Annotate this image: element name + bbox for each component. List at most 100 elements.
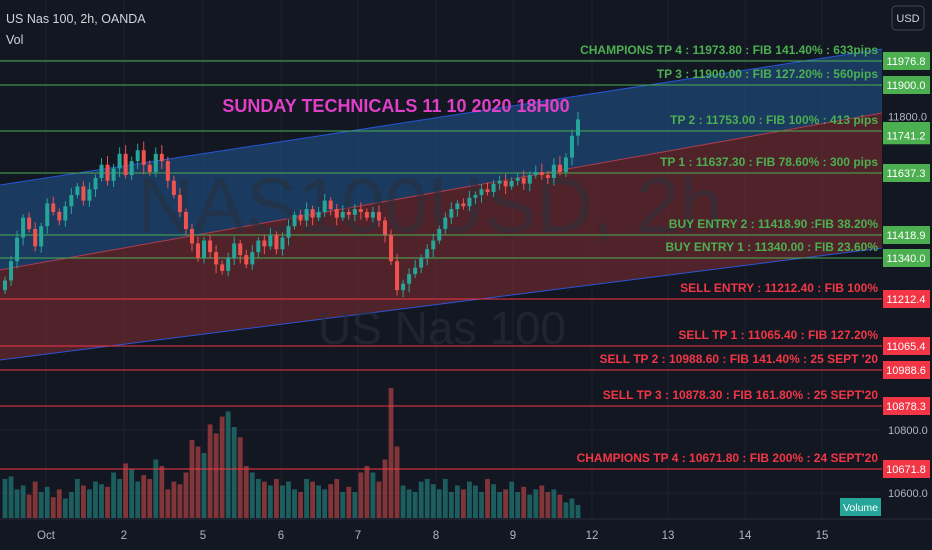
candle-body bbox=[389, 234, 394, 262]
volume-bar bbox=[219, 416, 225, 518]
x-tick-label: 12 bbox=[586, 530, 599, 542]
candle-body bbox=[413, 267, 418, 275]
candle-body bbox=[232, 243, 237, 258]
candle-body bbox=[334, 209, 339, 218]
volume-bar bbox=[189, 440, 195, 518]
candle-body bbox=[111, 168, 116, 181]
volume-bar bbox=[448, 492, 454, 518]
currency-button[interactable]: USD bbox=[891, 5, 925, 31]
candle-body bbox=[376, 211, 381, 221]
level-label: SELL TP 3 : 10878.30 : FIB 161.80% : 25 … bbox=[603, 388, 879, 402]
volume-bar bbox=[123, 463, 129, 518]
volume-bar bbox=[8, 476, 14, 518]
candle-body bbox=[105, 164, 110, 181]
x-tick-label: 8 bbox=[433, 530, 439, 542]
candle-body bbox=[27, 217, 32, 230]
chart-title: US Nas 100, 2h, OANDA bbox=[6, 12, 146, 26]
price-tag bbox=[883, 460, 930, 478]
candle-body bbox=[208, 240, 213, 253]
volume-bar bbox=[183, 472, 189, 518]
candle-body bbox=[123, 153, 128, 176]
channel-top-line bbox=[0, 48, 883, 186]
level-label: SELL TP 1 : 11065.40 : FIB 127.20% bbox=[678, 328, 878, 342]
volume-bar bbox=[563, 502, 569, 518]
volume-bar bbox=[382, 459, 388, 518]
time-axis[interactable]: Oct 2 5 6 7 8 9 12 13 14 15 bbox=[0, 518, 932, 550]
volume-bar bbox=[515, 492, 521, 518]
candle-body bbox=[63, 206, 68, 221]
volume-bar bbox=[129, 468, 135, 518]
volume-bar bbox=[539, 485, 545, 518]
volume-bar bbox=[304, 479, 309, 518]
level-label: CHAMPIONS TP 4 : 10671.80 : FIB 200% : 2… bbox=[577, 451, 879, 465]
price-tag-text: 11637.3 bbox=[887, 168, 926, 180]
candle-body bbox=[485, 189, 490, 193]
price-tag bbox=[883, 76, 930, 94]
price-tag-text: 11418.9 bbox=[887, 230, 926, 242]
price-axis[interactable]: 11976.811900.011753.011637.311418.911340… bbox=[882, 0, 932, 550]
volume-bar bbox=[68, 492, 74, 518]
volume-bar bbox=[81, 485, 86, 518]
volume-badge-label: Volume bbox=[843, 502, 878, 514]
volume-bar bbox=[473, 485, 478, 518]
volume-bar bbox=[105, 486, 110, 518]
volume-bar bbox=[418, 481, 424, 518]
candle-body bbox=[15, 237, 20, 262]
candle-body bbox=[551, 164, 556, 178]
volume-bar bbox=[569, 498, 575, 518]
candle-body bbox=[557, 164, 562, 173]
volume-bar bbox=[376, 481, 382, 518]
volume-bar bbox=[406, 489, 412, 518]
candle-body bbox=[509, 180, 514, 187]
level-label: SELL ENTRY : 11212.40 : FIB 100% bbox=[680, 281, 878, 295]
candle-body bbox=[425, 249, 430, 258]
volume-indicator-label[interactable]: Vol bbox=[6, 33, 23, 47]
candle-body bbox=[304, 209, 309, 221]
price-tag-text: 10878.3 bbox=[886, 401, 926, 413]
candle-body bbox=[419, 258, 424, 268]
volume-bar bbox=[467, 481, 472, 518]
price-tag-text: 11212.4 bbox=[887, 294, 926, 306]
candle-body bbox=[395, 261, 400, 291]
candle-body bbox=[177, 194, 182, 212]
candle-body bbox=[467, 197, 472, 207]
candle-body bbox=[322, 200, 327, 212]
candle-body bbox=[256, 240, 261, 253]
candle-body bbox=[437, 229, 442, 241]
candle-body bbox=[45, 203, 50, 227]
price-tag-text: 11900.0 bbox=[887, 80, 926, 92]
volume-bar bbox=[32, 481, 38, 518]
candle-body bbox=[310, 209, 315, 218]
candle-body bbox=[21, 217, 26, 238]
x-tick-label: 6 bbox=[278, 530, 284, 542]
candle-body bbox=[491, 183, 496, 193]
candle-body bbox=[407, 274, 412, 284]
candle-body bbox=[569, 135, 574, 158]
candle-body bbox=[220, 264, 225, 271]
volume-bar bbox=[225, 411, 231, 518]
x-tick-label: 7 bbox=[355, 530, 361, 542]
volume-bar bbox=[400, 485, 406, 518]
y-tick-label: 11800.0 bbox=[888, 111, 927, 123]
x-tick-label: Oct bbox=[37, 530, 56, 542]
candle-body bbox=[443, 217, 448, 230]
volume-bar bbox=[497, 492, 502, 518]
candle-body bbox=[515, 177, 520, 181]
volume-bar bbox=[527, 494, 533, 518]
volume-bar bbox=[93, 481, 98, 518]
volume-bar bbox=[533, 489, 539, 518]
candle-body bbox=[238, 243, 243, 256]
volume-bar bbox=[50, 497, 56, 518]
volume-bar bbox=[575, 505, 581, 518]
volume-bar bbox=[261, 481, 267, 518]
volume-bar bbox=[231, 427, 237, 518]
x-tick-label: 15 bbox=[816, 530, 829, 542]
volume-bar bbox=[171, 481, 177, 518]
volume-bar bbox=[135, 481, 141, 518]
candle-body bbox=[286, 226, 291, 238]
level-label: SELL TP 2 : 10988.60 : FIB 141.40% : 25 … bbox=[599, 352, 878, 366]
price-tag bbox=[883, 290, 930, 308]
watermark: NAS100USD, 2h US Nas 100 bbox=[137, 161, 722, 354]
volume-bar bbox=[99, 484, 104, 518]
